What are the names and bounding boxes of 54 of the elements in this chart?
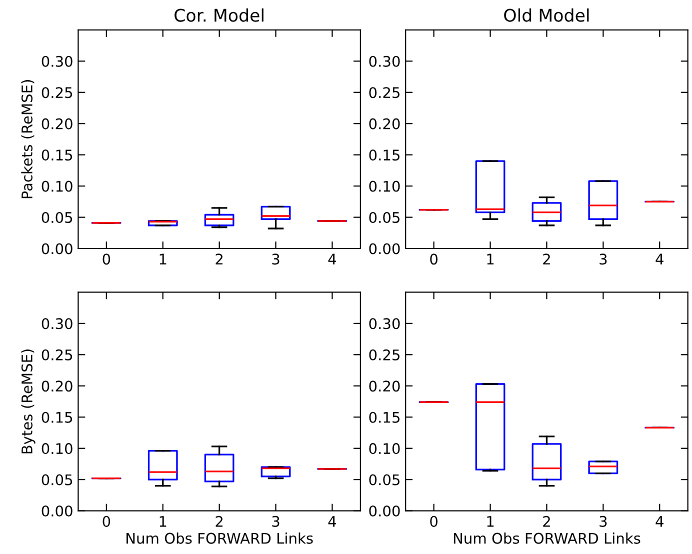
y-tick-label: 0.20 — [42, 380, 72, 392]
y-tick-label: 0.00 — [42, 506, 72, 517]
chart-title: Cor. Model — [174, 8, 264, 22]
y-tick-label: 0.30 — [42, 56, 72, 67]
y-tick-label: 0.10 — [369, 443, 400, 454]
y-tick-label: 0.05 — [369, 212, 400, 224]
x-tick-label: 3 — [272, 254, 280, 265]
y-axis-title: Bytes (ReMSE) — [21, 350, 36, 454]
x-tick-label: 3 — [600, 516, 607, 527]
x-tick-label: 2 — [216, 516, 222, 527]
x-tick-label: 1 — [487, 254, 494, 264]
x-tick-label: 0 — [102, 516, 110, 527]
x-tick-label: 4 — [328, 516, 336, 527]
y-tick-label: 0.25 — [42, 349, 72, 360]
x-tick-label: 1 — [160, 254, 166, 264]
y-tick-label: 0.30 — [369, 56, 400, 67]
y-tick-label: 0.20 — [369, 380, 400, 392]
x-axis-title: Num Obs FORWARD Links — [126, 532, 313, 544]
x-tick-label: 3 — [600, 254, 607, 265]
y-tick-label: 0.15 — [42, 150, 72, 161]
x-tick-label: 2 — [216, 254, 222, 264]
x-tick-label: 0 — [430, 254, 438, 265]
y-tick-label: 0.25 — [42, 87, 72, 98]
y-tick-label: 0.15 — [42, 412, 72, 423]
x-tick-label: 3 — [272, 516, 280, 527]
y-tick-label: 0.30 — [369, 318, 400, 330]
y-tick-label: 0.25 — [369, 349, 400, 360]
y-tick-label: 0.00 — [369, 243, 400, 254]
y-tick-label: 0.00 — [42, 243, 72, 254]
y-tick-label: 0.20 — [42, 118, 72, 130]
y-tick-label: 0.25 — [369, 87, 400, 98]
x-tick-label: 4 — [328, 254, 336, 264]
x-tick-label: 0 — [430, 516, 438, 527]
x-tick-label: 1 — [160, 516, 166, 527]
y-tick-label: 0.30 — [42, 318, 72, 330]
y-tick-label: 0.15 — [369, 150, 400, 161]
y-tick-label: 0.10 — [42, 443, 72, 454]
y-tick-label: 0.20 — [369, 118, 400, 130]
y-axis-title: Packets (ReMSE) — [21, 80, 34, 198]
x-tick-label: 2 — [543, 254, 550, 264]
y-tick-label: 0.15 — [369, 412, 400, 423]
y-tick-label: 0.05 — [42, 212, 72, 224]
y-tick-label: 0.10 — [42, 180, 72, 192]
y-tick-label: 0.10 — [369, 180, 400, 192]
x-tick-label: 0 — [102, 254, 110, 265]
x-axis-title: Num Obs FORWARD Links — [454, 532, 640, 544]
y-tick-label: 0.05 — [369, 474, 400, 486]
y-tick-label: 0.05 — [42, 474, 72, 486]
x-tick-label: 4 — [656, 254, 664, 264]
x-tick-label: 1 — [487, 516, 494, 527]
x-tick-label: 2 — [543, 516, 550, 527]
chart-title: Old Model — [504, 8, 589, 22]
x-tick-label: 4 — [656, 516, 664, 527]
y-tick-label: 0.00 — [369, 506, 400, 517]
